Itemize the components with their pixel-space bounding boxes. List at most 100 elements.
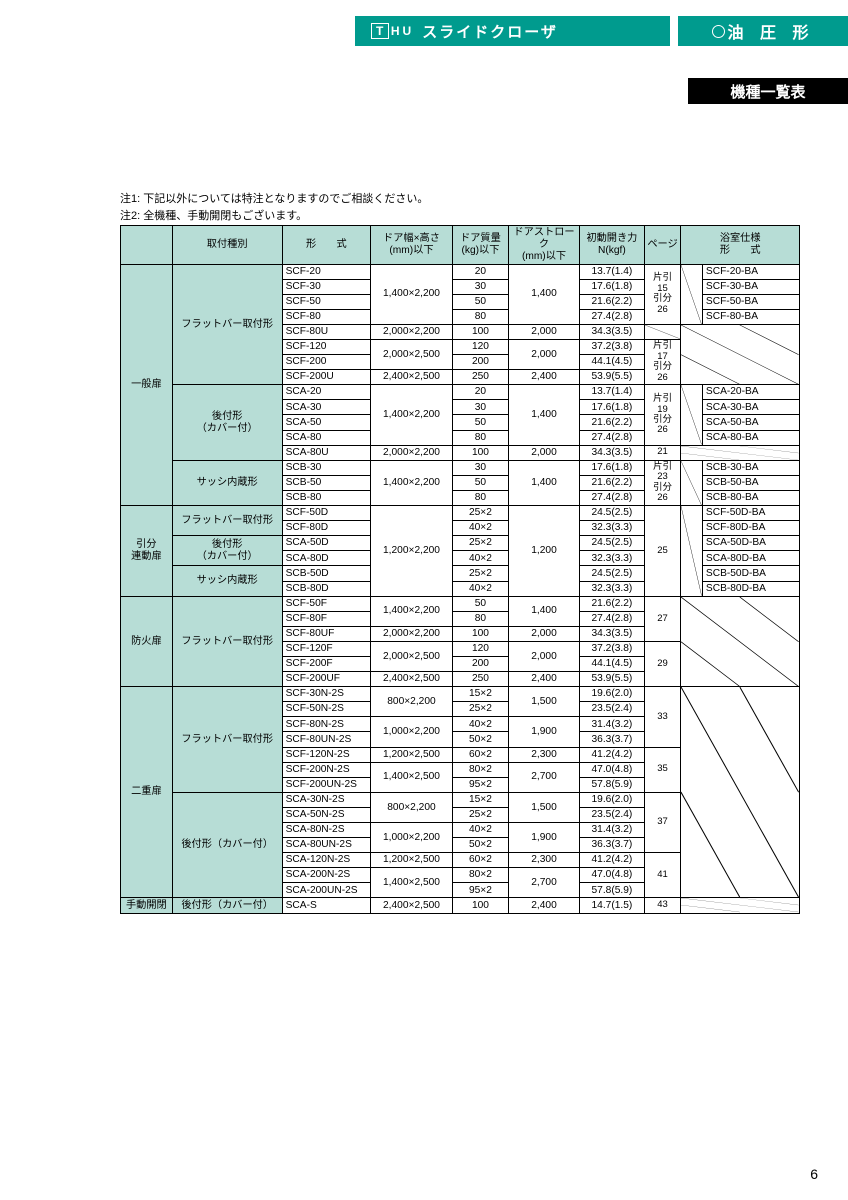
cell: 50×2 <box>452 732 508 747</box>
cell: 17.6(1.8) <box>580 279 645 294</box>
cell: 2,000 <box>508 324 579 339</box>
model-cell: SCA-20 <box>282 385 370 400</box>
cell: 32.3(3.3) <box>580 551 645 566</box>
cell: 47.0(4.8) <box>580 762 645 777</box>
cell: 34.3(3.5) <box>580 445 645 460</box>
bath-cell: SCA-80-BA <box>702 430 799 445</box>
cell: 200 <box>452 355 508 370</box>
cell: 2,000×2,500 <box>371 641 453 671</box>
cell: 50 <box>452 294 508 309</box>
cell: 2,000 <box>508 641 579 671</box>
cell: 800×2,200 <box>371 792 453 822</box>
cell: 34.3(3.5) <box>580 324 645 339</box>
bath-cell: SCB-80D-BA <box>702 581 799 596</box>
model-cell: SCF-80UF <box>282 626 370 641</box>
cell: 23.5(2.4) <box>580 807 645 822</box>
hatch-cell <box>681 264 703 324</box>
model-cell: SCF-30 <box>282 279 370 294</box>
cell: 53.9(5.5) <box>580 672 645 687</box>
model-cell: SCF-120F <box>282 641 370 656</box>
cell: 80 <box>452 430 508 445</box>
cell: 800×2,200 <box>371 687 453 717</box>
bath-cell: SCA-50D-BA <box>702 536 799 551</box>
page-cell: 21 <box>644 445 681 460</box>
cell: 60×2 <box>452 747 508 762</box>
bath-cell: SCA-20-BA <box>702 385 799 400</box>
cell: 25×2 <box>452 702 508 717</box>
model-cell: SCA-80U <box>282 445 370 460</box>
cell: 1,900 <box>508 717 579 747</box>
cell: 100 <box>452 324 508 339</box>
model-cell: SCA-80 <box>282 430 370 445</box>
page-cell: 片引 23 引分 26 <box>644 460 681 505</box>
bath-cell: SCB-50D-BA <box>702 566 799 581</box>
cell: 1,500 <box>508 792 579 822</box>
cell: 53.9(5.5) <box>580 370 645 385</box>
bath-cell: SCF-80D-BA <box>702 521 799 536</box>
col-mass: ドア質量(kg)以下 <box>452 226 508 265</box>
cell: 1,400×2,200 <box>371 596 453 626</box>
cell: 31.4(3.2) <box>580 823 645 838</box>
cell: 120 <box>452 340 508 355</box>
model-cell: SCF-200N-2S <box>282 762 370 777</box>
cell: 2,300 <box>508 853 579 868</box>
page-cell: 41 <box>644 853 681 898</box>
cell: 40×2 <box>452 717 508 732</box>
group-label: 後付形（カバー付） <box>172 898 282 913</box>
bath-cell: SCA-80D-BA <box>702 551 799 566</box>
cell: 80×2 <box>452 762 508 777</box>
hatch-cell <box>681 506 703 597</box>
model-cell: SCF-80N-2S <box>282 717 370 732</box>
col-mount: 取付種別 <box>172 226 282 265</box>
cell: 36.3(3.7) <box>580 838 645 853</box>
page-number: 6 <box>810 1166 818 1182</box>
cell: 40×2 <box>452 551 508 566</box>
cell: 2,000 <box>508 340 579 370</box>
bath-cell: SCF-50-BA <box>702 294 799 309</box>
cell: 120 <box>452 641 508 656</box>
cell: 13.7(1.4) <box>580 264 645 279</box>
logo-box: T <box>371 23 389 39</box>
cell: 15×2 <box>452 687 508 702</box>
cell: 2,400×2,500 <box>371 672 453 687</box>
cell: 1,500 <box>508 687 579 717</box>
model-cell: SCA-80N-2S <box>282 823 370 838</box>
group-label: フラットバー取付形 <box>172 264 282 385</box>
model-cell: SCF-20 <box>282 264 370 279</box>
bath-cell: SCF-80-BA <box>702 309 799 324</box>
cell: 34.3(3.5) <box>580 626 645 641</box>
spec-table: 取付種別 形 式 ドア幅×高さ(mm)以下 ドア質量(kg)以下 ドアストローク… <box>120 225 800 914</box>
cell: 47.0(4.8) <box>580 868 645 883</box>
group-label: フラットバー取付形 <box>172 596 282 687</box>
cell: 1,400×2,200 <box>371 460 453 505</box>
model-cell: SCA-30 <box>282 400 370 415</box>
model-cell: SCB-50D <box>282 566 370 581</box>
header-row: 取付種別 形 式 ドア幅×高さ(mm)以下 ドア質量(kg)以下 ドアストローク… <box>121 226 800 265</box>
cell: 2,400 <box>508 370 579 385</box>
page-cell: 37 <box>644 792 681 852</box>
model-cell: SCA-50N-2S <box>282 807 370 822</box>
group-label: サッシ内蔵形 <box>172 460 282 505</box>
cell: 20 <box>452 264 508 279</box>
group-label: 手動開閉 <box>121 898 173 913</box>
cell: 200 <box>452 656 508 671</box>
product-name: スライドクローザ <box>422 21 558 42</box>
cell: 37.2(3.8) <box>580 641 645 656</box>
page-cell: 片引 17 引分 26 <box>644 340 681 385</box>
model-cell: SCB-30 <box>282 460 370 475</box>
model-cell: SCA-30N-2S <box>282 792 370 807</box>
cell: 80 <box>452 490 508 505</box>
cell: 40×2 <box>452 521 508 536</box>
cell: 31.4(3.2) <box>580 717 645 732</box>
cell: 80 <box>452 611 508 626</box>
cell: 21.6(2.2) <box>580 596 645 611</box>
cell: 17.6(1.8) <box>580 400 645 415</box>
cell: 50 <box>452 475 508 490</box>
cell: 250 <box>452 672 508 687</box>
cell: 1,900 <box>508 823 579 853</box>
section-title: 機種一覧表 <box>688 78 848 104</box>
page-cell: 片引 15 引分 26 <box>644 264 681 324</box>
model-cell: SCB-80D <box>282 581 370 596</box>
cell: 1,400 <box>508 460 579 505</box>
hatch-cell <box>681 596 800 687</box>
